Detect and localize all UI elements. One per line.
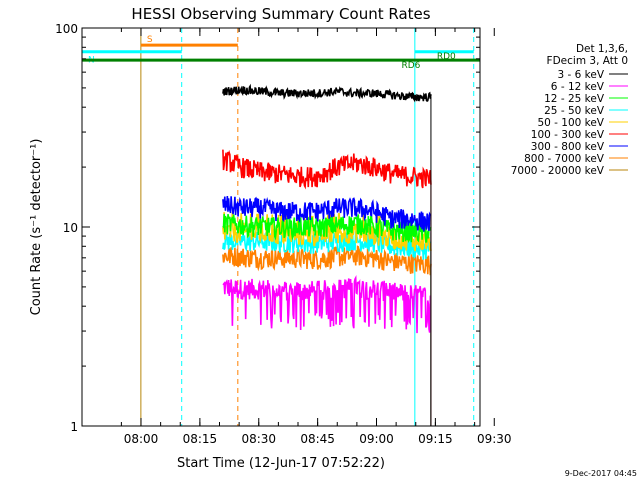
legend-label: 100 - 300 keV <box>531 129 605 141</box>
series-line <box>222 195 432 232</box>
legend-header: Det 1,3,6, <box>576 43 628 55</box>
legend-label: 800 - 7000 keV <box>524 153 605 165</box>
legend-label: 6 - 12 keV <box>551 81 605 93</box>
series-line <box>222 275 432 334</box>
x-tick-label: 08:30 <box>241 432 276 446</box>
series-line <box>222 83 432 103</box>
x-tick-label: 09:15 <box>418 432 453 446</box>
series-line <box>222 213 432 244</box>
x-tick-label: 09:30 <box>477 432 512 446</box>
flag-label: RD0 <box>437 52 456 62</box>
x-axis: 08:00 08:15 08:30 08:45 09:00 09:15 09:30 <box>120 28 512 446</box>
y-tick-label: 100 <box>55 22 78 36</box>
legend-label: 3 - 6 keV <box>557 69 604 81</box>
chart-title: HESSI Observing Summary Count Rates <box>131 5 430 23</box>
legend-label: 7000 - 20000 keV <box>511 165 605 177</box>
y-tick-label: 10 <box>63 221 78 235</box>
x-tick-label: 08:15 <box>183 432 218 446</box>
y-axis: 1 10 100 <box>55 22 480 434</box>
legend-label: 12 - 25 keV <box>544 93 605 105</box>
x-tick-label: 08:45 <box>300 432 335 446</box>
y-tick-label: 1 <box>70 420 78 434</box>
plot-area: SNRD0RD6 <box>82 28 480 426</box>
x-axis-label: Start Time (12-Jun-17 07:52:22) <box>177 456 385 471</box>
flag-bar-label: S <box>147 35 153 45</box>
y-axis-label: Count Rate (s⁻¹ detector⁻¹) <box>29 139 44 316</box>
legend-header: FDecim 3, Att 0 <box>547 55 628 67</box>
series-line <box>222 245 432 276</box>
footer-timestamp: 9-Dec-2017 04:45 <box>565 469 637 478</box>
x-tick-label: 08:00 <box>124 432 159 446</box>
series-line <box>222 149 432 190</box>
legend-label: 50 - 100 keV <box>537 117 604 129</box>
legend-label: 25 - 50 keV <box>544 105 605 117</box>
legend-label: 300 - 800 keV <box>531 141 605 153</box>
flag-label: RD6 <box>401 61 420 71</box>
x-tick-label: 09:00 <box>359 432 394 446</box>
